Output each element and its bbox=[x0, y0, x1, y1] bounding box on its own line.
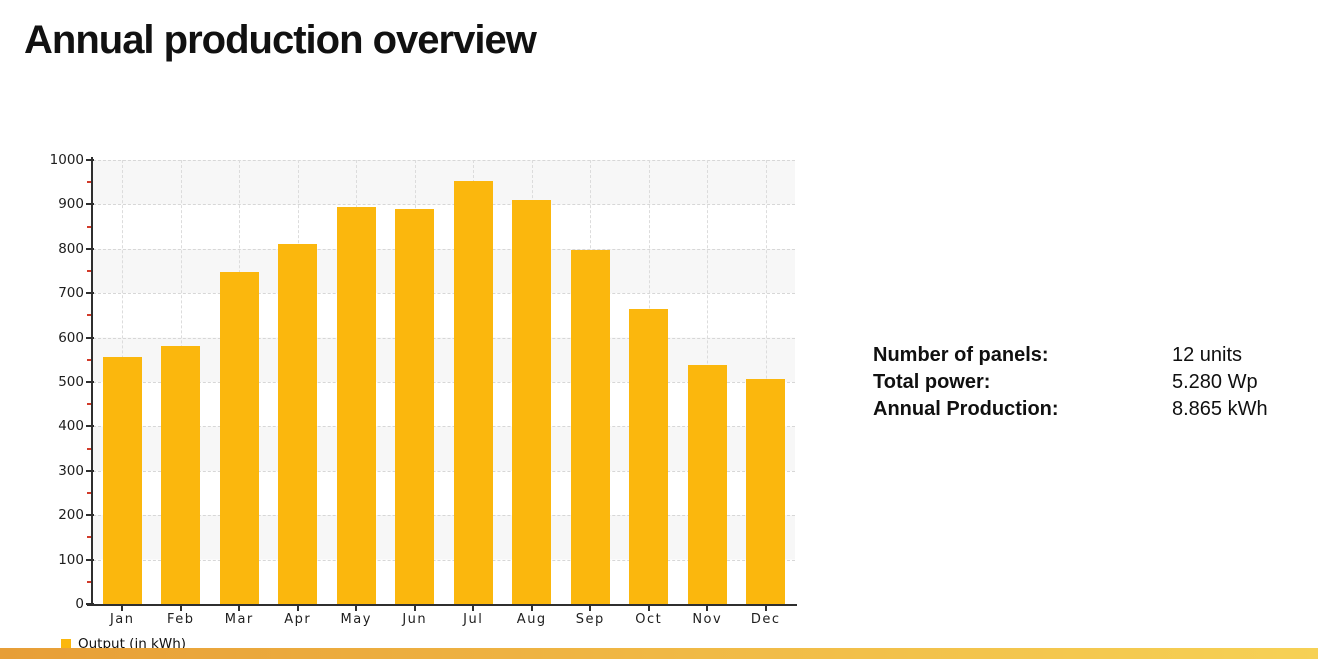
y-axis-label: 400 bbox=[58, 418, 84, 435]
bar-jul bbox=[453, 181, 493, 604]
system-info-panel: Number of panels: 12 units Total power: … bbox=[873, 342, 1268, 422]
x-tick bbox=[179, 606, 182, 611]
x-axis-label-mar: Mar bbox=[224, 612, 254, 627]
bar-jun bbox=[395, 208, 435, 604]
x-axis-label-dec: Dec bbox=[750, 612, 781, 627]
y-major-tick bbox=[86, 159, 94, 161]
x-tick bbox=[530, 606, 533, 611]
y-major-tick bbox=[86, 558, 94, 561]
y-axis-label: 600 bbox=[58, 329, 84, 346]
bar-feb bbox=[161, 346, 201, 604]
y-minor-tick bbox=[87, 447, 91, 450]
h-gridline bbox=[93, 515, 795, 517]
x-tick bbox=[121, 606, 124, 611]
info-value-power: 5.280 Wp bbox=[1172, 371, 1258, 393]
y-minor-tick bbox=[87, 492, 91, 494]
bar-may bbox=[336, 207, 376, 604]
h-gridline bbox=[93, 337, 795, 339]
x-tick bbox=[706, 606, 709, 611]
page-title: Annual production overview bbox=[24, 18, 537, 62]
x-tick bbox=[472, 606, 475, 611]
y-axis-label: 900 bbox=[58, 196, 84, 213]
bar-sep bbox=[570, 250, 610, 604]
x-axis-line bbox=[87, 604, 797, 606]
x-axis-label-jul: Jul bbox=[463, 612, 484, 627]
y-axis-label: 800 bbox=[58, 240, 84, 257]
x-tick bbox=[764, 606, 767, 611]
legend-swatch-icon bbox=[61, 639, 71, 649]
x-axis-label-nov: Nov bbox=[692, 612, 723, 627]
y-axis-label: 300 bbox=[58, 462, 84, 479]
y-axis-label: 100 bbox=[58, 551, 84, 568]
y-minor-tick bbox=[87, 403, 91, 406]
x-tick bbox=[647, 606, 650, 611]
x-axis-label-sep: Sep bbox=[575, 612, 605, 627]
x-tick bbox=[355, 606, 358, 611]
bar-aug bbox=[512, 199, 552, 604]
h-gridline bbox=[93, 426, 795, 428]
bar-jan bbox=[102, 356, 142, 604]
bar-oct bbox=[629, 308, 669, 604]
y-minor-tick bbox=[87, 270, 91, 272]
bar-nov bbox=[687, 365, 727, 604]
y-axis-label: 200 bbox=[58, 507, 84, 524]
y-major-tick bbox=[86, 247, 94, 250]
y-minor-tick bbox=[87, 225, 91, 228]
bar-mar bbox=[219, 272, 259, 604]
h-gridline bbox=[93, 382, 795, 383]
h-gridline bbox=[93, 204, 795, 206]
y-major-tick bbox=[86, 425, 94, 428]
x-tick bbox=[589, 606, 592, 611]
y-axis-label: 0 bbox=[75, 596, 84, 612]
y-minor-tick bbox=[87, 314, 91, 317]
y-axis-label: 500 bbox=[58, 374, 84, 390]
footer-accent-bar bbox=[0, 648, 1318, 659]
chart-plot-area bbox=[93, 160, 795, 604]
h-gridline bbox=[93, 293, 795, 295]
h-gridline bbox=[93, 160, 795, 161]
y-axis-label: 1000 bbox=[49, 152, 84, 168]
info-value-panels: 12 units bbox=[1172, 344, 1243, 366]
y-minor-tick bbox=[87, 536, 91, 539]
info-label-production: Annual Production: bbox=[873, 398, 1059, 420]
x-axis-label-aug: Aug bbox=[516, 612, 547, 627]
y-major-tick bbox=[86, 603, 94, 605]
y-axis-label: 700 bbox=[58, 285, 84, 302]
x-axis-label-oct: Oct bbox=[635, 612, 663, 627]
x-tick bbox=[413, 606, 416, 611]
info-value-production: 8.865 kWh bbox=[1172, 398, 1268, 420]
y-major-tick bbox=[86, 514, 94, 517]
y-minor-tick bbox=[87, 580, 91, 583]
y-major-tick bbox=[86, 203, 94, 206]
x-axis-label-jun: Jun bbox=[402, 612, 428, 627]
h-gridline bbox=[93, 470, 795, 472]
y-major-tick bbox=[86, 336, 94, 339]
y-major-tick bbox=[86, 381, 94, 383]
bar-dec bbox=[746, 378, 786, 604]
y-minor-tick bbox=[87, 358, 91, 361]
x-axis-label-apr: Apr bbox=[284, 612, 312, 627]
x-axis-label-feb: Feb bbox=[166, 612, 195, 627]
y-minor-tick bbox=[87, 181, 91, 184]
x-tick bbox=[296, 606, 299, 611]
bar-apr bbox=[278, 244, 318, 604]
info-label-power: Total power: bbox=[873, 371, 991, 393]
x-tick bbox=[238, 606, 241, 611]
x-axis-label-may: May bbox=[340, 612, 372, 627]
y-major-tick bbox=[86, 292, 94, 295]
h-gridline bbox=[93, 248, 795, 250]
h-gridline bbox=[93, 559, 795, 561]
x-axis-label-jan: Jan bbox=[109, 612, 135, 627]
info-label-panels: Number of panels: bbox=[873, 344, 1049, 366]
y-major-tick bbox=[86, 469, 94, 472]
